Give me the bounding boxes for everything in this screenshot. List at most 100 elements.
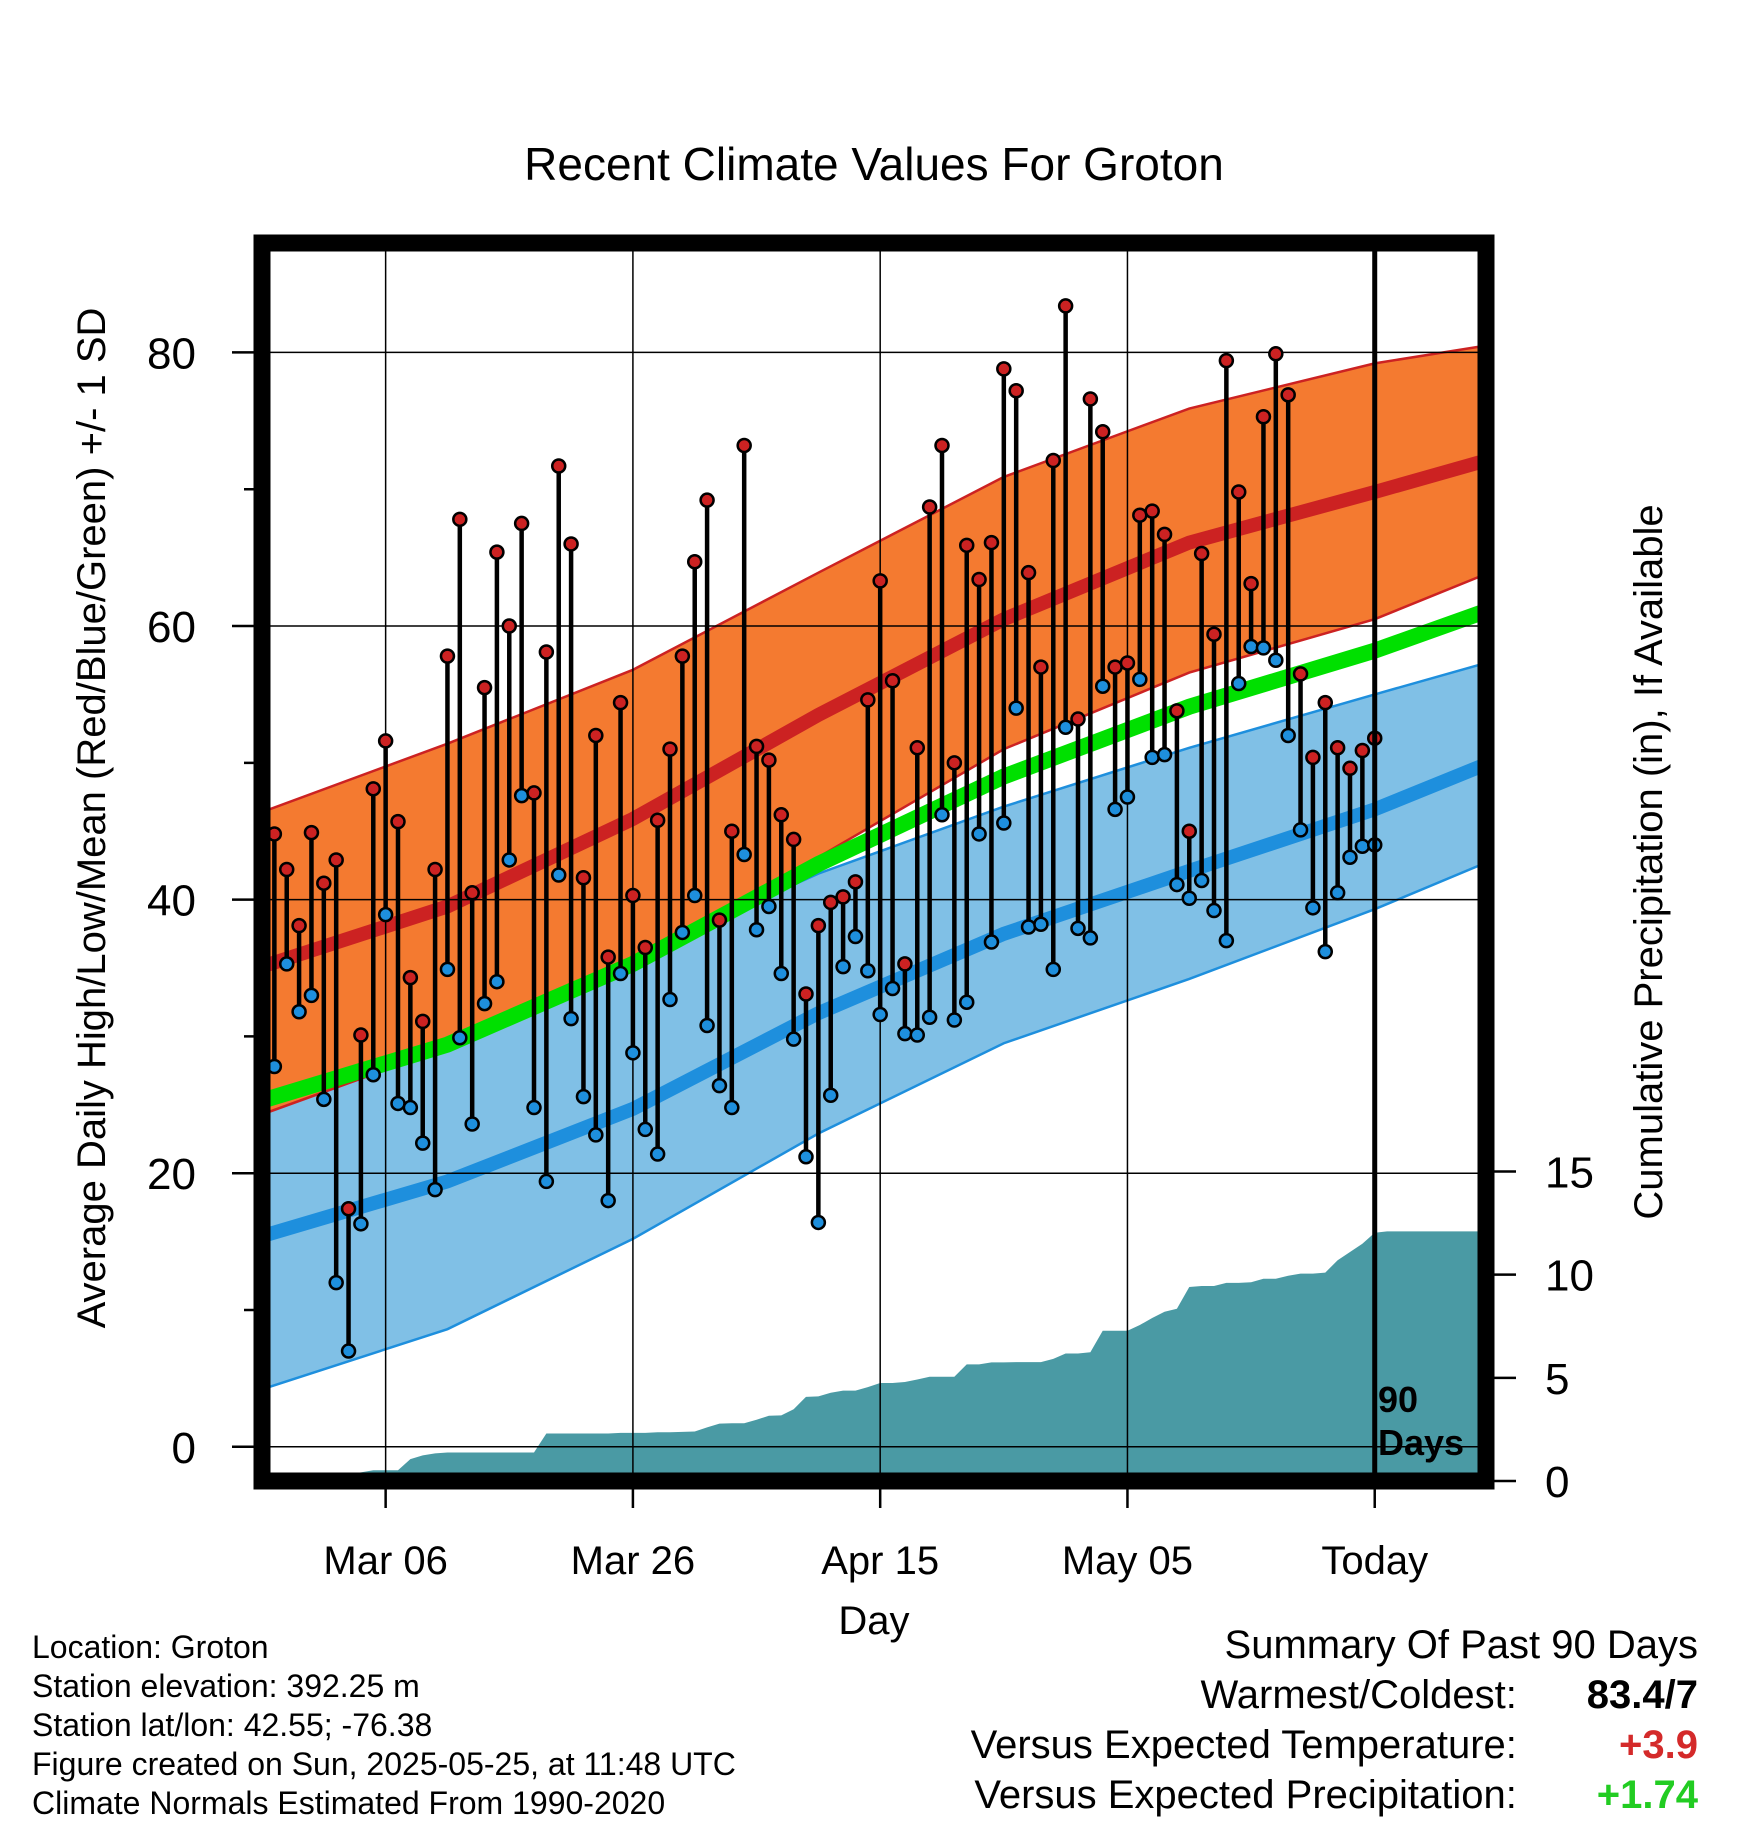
- summary-temp-row: Versus Expected Temperature: +3.9: [971, 1720, 1698, 1770]
- low-point: [785, 1031, 802, 1047]
- low-point: [402, 1099, 419, 1116]
- high-point: [1181, 823, 1198, 839]
- high-point: [550, 458, 567, 474]
- high-point: [897, 956, 913, 972]
- precipitation-fill: [274, 1231, 1486, 1481]
- high-point: [1354, 742, 1371, 759]
- low-normal-line: [262, 757, 1486, 1243]
- low-point: [946, 1012, 963, 1028]
- low-point: [934, 807, 950, 823]
- high-point: [699, 492, 715, 508]
- y2-tick-label: 5: [1545, 1355, 1569, 1404]
- low-point: [588, 1127, 604, 1143]
- high-point: [1193, 545, 1210, 562]
- low-point: [983, 934, 1000, 950]
- low-point: [637, 1121, 654, 1138]
- high-point: [909, 740, 926, 756]
- low-point: [464, 1116, 480, 1132]
- low-point: [724, 1099, 740, 1116]
- low-point: [365, 1066, 382, 1083]
- low-point: [377, 906, 394, 923]
- y2-tick-label: 10: [1545, 1252, 1594, 1301]
- high-point: [971, 571, 987, 588]
- high-point: [501, 618, 518, 634]
- summary-heading: Summary Of Past 90 Days: [1224, 1623, 1698, 1667]
- low-point: [328, 1274, 344, 1291]
- high-point: [427, 861, 443, 878]
- low-point: [1057, 719, 1074, 736]
- low-point: [414, 1135, 431, 1151]
- low-point: [291, 1004, 307, 1020]
- plot-area: [262, 243, 1486, 1481]
- high-point: [538, 644, 555, 660]
- summary-precip-row: Versus Expected Precipitation: +1.74: [971, 1770, 1698, 1820]
- high-point: [1020, 564, 1037, 581]
- high-point: [1082, 391, 1099, 407]
- high-point: [1292, 666, 1309, 682]
- chart-title: Recent Climate Values For Groton: [524, 138, 1224, 190]
- high-point: [291, 917, 307, 934]
- low-point: [390, 1095, 406, 1112]
- low-point: [1070, 920, 1086, 937]
- x-tick-label: May 05: [1062, 1539, 1193, 1583]
- high-point: [452, 511, 468, 528]
- low-point: [748, 921, 765, 938]
- low-point: [1193, 872, 1210, 889]
- x-tick-label: Apr 15: [821, 1539, 939, 1583]
- high-point: [761, 752, 777, 768]
- gridlines: [262, 243, 1486, 1481]
- high-point: [390, 813, 406, 830]
- low-point: [489, 973, 505, 990]
- x-tick-label: Mar 06: [323, 1539, 448, 1583]
- y-axis-label: Average Daily High/Low/Mean (Red/Blue/Gr…: [70, 308, 114, 1329]
- low-point: [662, 991, 678, 1008]
- high-point: [1255, 408, 1272, 425]
- high-point: [1268, 346, 1284, 362]
- low-point: [1094, 678, 1111, 694]
- high-point: [439, 648, 456, 664]
- low-point: [1243, 638, 1259, 655]
- high-point: [674, 648, 691, 664]
- high-point: [1206, 626, 1222, 642]
- created-text: Figure created on Sun, 2025-05-25, at 11…: [32, 1746, 736, 1782]
- low-point: [1329, 885, 1346, 901]
- high-point: [1280, 387, 1296, 403]
- low-point: [686, 887, 703, 904]
- high-point: [340, 1201, 357, 1217]
- high-point: [748, 738, 765, 755]
- summary-warmest-row: Warmest/Coldest: 83.4/7: [971, 1670, 1699, 1720]
- low-point: [563, 1010, 579, 1027]
- precipitation-area: [274, 1231, 1486, 1481]
- low-point: [971, 826, 987, 842]
- x-axis-label: Day: [838, 1599, 909, 1643]
- high-point: [513, 515, 530, 532]
- y-tick-label: 0: [172, 1424, 196, 1473]
- high-point: [946, 755, 963, 771]
- x-tick-label: Today: [1321, 1539, 1428, 1583]
- low-point: [822, 1087, 839, 1103]
- low-point: [897, 1025, 913, 1042]
- axes: 0 20 40 60 80 0 5 10 15 Mar 06 Mar 26 Apr 15 May 05 T…: [147, 234, 1594, 1583]
- high-point: [1317, 694, 1334, 711]
- low-point: [1230, 675, 1247, 692]
- station-info: Location: Groton Station elevation: 392.…: [32, 1628, 736, 1823]
- high-point: [575, 869, 592, 886]
- low-point: [550, 867, 567, 883]
- y-tick-label: 60: [147, 603, 196, 652]
- elevation-text: Station elevation: 392.25 m: [32, 1668, 420, 1704]
- low-point: [860, 963, 876, 979]
- high-point: [1342, 760, 1358, 777]
- low-point: [575, 1088, 592, 1105]
- low-point: [1033, 916, 1049, 932]
- low-point: [996, 815, 1012, 831]
- low-point: [1181, 890, 1198, 907]
- high-point: [1169, 703, 1185, 719]
- low-point: [612, 965, 629, 982]
- high-point: [1094, 424, 1111, 440]
- high-point: [489, 544, 505, 560]
- high-point: [1144, 503, 1160, 519]
- high-point: [724, 823, 740, 839]
- high-point: [476, 679, 493, 696]
- high-point: [810, 917, 827, 934]
